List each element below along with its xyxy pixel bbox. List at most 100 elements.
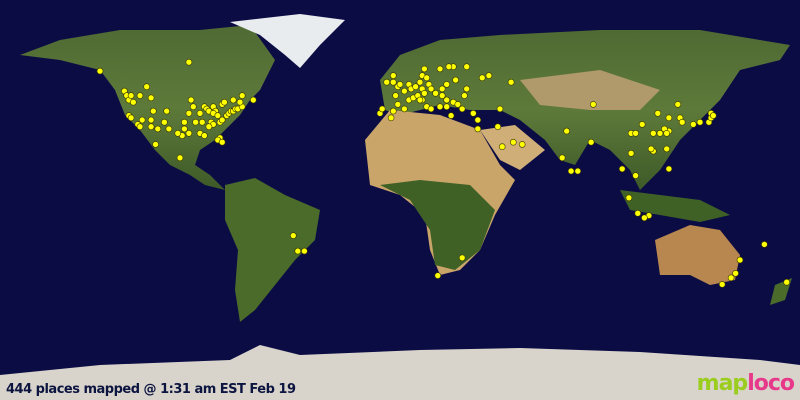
- place-marker[interactable]: [150, 107, 157, 115]
- place-marker[interactable]: [143, 83, 150, 90]
- place-marker[interactable]: [250, 96, 257, 104]
- place-marker[interactable]: [190, 103, 197, 110]
- place-marker[interactable]: [454, 101, 462, 108]
- place-marker[interactable]: [383, 78, 391, 86]
- place-marker[interactable]: [387, 114, 395, 122]
- place-marker[interactable]: [469, 110, 477, 117]
- place-marker[interactable]: [678, 118, 686, 126]
- place-marker[interactable]: [436, 103, 444, 110]
- place-marker[interactable]: [136, 92, 144, 99]
- place-marker[interactable]: [147, 123, 155, 130]
- place-marker[interactable]: [709, 112, 717, 119]
- place-marker[interactable]: [627, 150, 635, 157]
- place-marker[interactable]: [638, 121, 646, 128]
- place-marker[interactable]: [185, 130, 193, 137]
- place-marker[interactable]: [181, 125, 188, 133]
- place-marker[interactable]: [412, 83, 419, 90]
- place-marker[interactable]: [127, 92, 135, 99]
- place-marker[interactable]: [558, 154, 566, 162]
- place-marker[interactable]: [416, 96, 424, 104]
- place-marker[interactable]: [589, 101, 597, 108]
- place-marker[interactable]: [187, 96, 195, 104]
- place-marker[interactable]: [574, 167, 582, 175]
- place-marker[interactable]: [485, 72, 493, 79]
- place-marker[interactable]: [198, 118, 206, 126]
- place-marker[interactable]: [176, 154, 184, 162]
- place-marker[interactable]: [654, 110, 662, 117]
- place-marker[interactable]: [509, 138, 517, 146]
- place-marker[interactable]: [152, 141, 159, 148]
- place-marker[interactable]: [674, 101, 682, 108]
- place-marker[interactable]: [474, 116, 482, 124]
- place-marker[interactable]: [392, 92, 399, 99]
- place-marker[interactable]: [192, 118, 199, 126]
- place-marker[interactable]: [736, 256, 744, 264]
- place-marker[interactable]: [665, 114, 673, 122]
- place-marker[interactable]: [165, 125, 173, 133]
- place-marker[interactable]: [563, 127, 571, 135]
- place-marker[interactable]: [647, 145, 655, 153]
- place-marker[interactable]: [447, 112, 455, 119]
- place-marker[interactable]: [421, 65, 428, 73]
- place-marker[interactable]: [443, 81, 451, 88]
- place-marker[interactable]: [436, 65, 444, 73]
- place-marker[interactable]: [438, 92, 446, 99]
- place-marker[interactable]: [478, 74, 486, 82]
- place-marker[interactable]: [498, 143, 506, 150]
- place-marker[interactable]: [463, 63, 471, 70]
- place-marker[interactable]: [136, 123, 144, 130]
- place-marker[interactable]: [496, 105, 504, 113]
- place-marker[interactable]: [625, 194, 633, 202]
- place-marker[interactable]: [461, 92, 468, 99]
- place-marker[interactable]: [130, 98, 137, 106]
- place-marker[interactable]: [185, 58, 193, 66]
- place-marker[interactable]: [181, 118, 188, 126]
- place-marker[interactable]: [432, 90, 439, 97]
- place-marker[interactable]: [96, 67, 104, 75]
- place-marker[interactable]: [196, 110, 204, 117]
- place-marker[interactable]: [421, 90, 428, 97]
- place-marker[interactable]: [443, 103, 451, 110]
- place-marker[interactable]: [147, 116, 155, 124]
- place-marker[interactable]: [656, 130, 664, 137]
- place-marker[interactable]: [185, 110, 193, 117]
- place-marker[interactable]: [401, 105, 408, 113]
- place-marker[interactable]: [294, 247, 302, 255]
- place-marker[interactable]: [443, 96, 451, 104]
- place-marker[interactable]: [458, 105, 466, 113]
- place-marker[interactable]: [587, 138, 595, 146]
- place-marker[interactable]: [427, 85, 435, 93]
- place-marker[interactable]: [438, 85, 446, 93]
- place-marker[interactable]: [221, 98, 228, 106]
- place-marker[interactable]: [161, 118, 168, 126]
- place-marker[interactable]: [634, 210, 642, 217]
- place-marker[interactable]: [689, 121, 697, 128]
- place-marker[interactable]: [632, 172, 639, 179]
- place-marker[interactable]: [289, 232, 297, 239]
- place-marker[interactable]: [463, 85, 471, 93]
- place-marker[interactable]: [396, 81, 404, 88]
- place-marker[interactable]: [201, 132, 208, 139]
- place-marker[interactable]: [236, 98, 244, 106]
- place-marker[interactable]: [401, 87, 408, 95]
- place-marker[interactable]: [218, 116, 226, 124]
- place-marker[interactable]: [474, 125, 482, 133]
- place-marker[interactable]: [649, 130, 657, 137]
- place-marker[interactable]: [518, 141, 526, 148]
- place-marker[interactable]: [163, 107, 170, 115]
- place-marker[interactable]: [641, 214, 648, 222]
- place-marker[interactable]: [727, 274, 735, 282]
- place-marker[interactable]: [618, 165, 626, 173]
- place-marker[interactable]: [567, 167, 575, 175]
- place-marker[interactable]: [138, 116, 146, 124]
- place-marker[interactable]: [783, 278, 791, 286]
- place-marker[interactable]: [663, 130, 671, 137]
- place-marker[interactable]: [301, 247, 308, 255]
- place-marker[interactable]: [416, 78, 424, 86]
- place-marker[interactable]: [445, 63, 453, 70]
- place-marker[interactable]: [230, 96, 237, 104]
- place-marker[interactable]: [389, 107, 397, 115]
- place-marker[interactable]: [127, 114, 135, 122]
- place-marker[interactable]: [389, 78, 397, 86]
- place-marker[interactable]: [214, 112, 222, 119]
